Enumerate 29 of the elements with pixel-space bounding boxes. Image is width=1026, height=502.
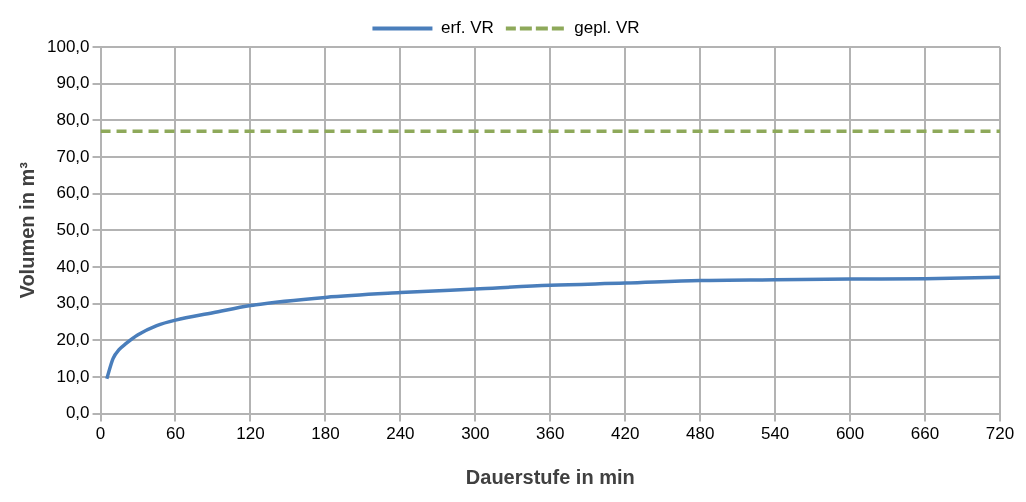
x-tick-label: 600 [835,424,865,444]
x-tick-label: 300 [461,424,490,444]
x-tick-label: 360 [536,424,565,444]
y-tick-label: 10,0 [56,366,90,386]
x-axis-title: Dauerstufe in min [465,465,635,488]
x-tick-label: 180 [311,424,340,444]
x-tick-label: 720 [985,424,1015,444]
y-tick-label: 100,0 [46,36,90,56]
y-tick-label: 0,0 [65,403,90,423]
x-tick-label: 0 [95,424,106,444]
y-axis-title: Volumen in m³ [15,161,38,299]
x-tick-label: 240 [386,424,415,444]
y-tick-label: 60,0 [56,183,90,203]
x-tick-label: 480 [685,424,715,444]
x-tick-label: 420 [611,424,640,444]
y-tick-label: 50,0 [56,219,90,239]
y-tick-label: 40,0 [56,256,90,276]
y-tick-label: 70,0 [56,146,90,166]
y-tick-label: 80,0 [56,110,90,130]
line-series [105,275,1000,381]
x-tick-label: 120 [236,424,265,444]
y-tick-label: 90,0 [56,73,90,93]
legend-label: erf. VR [440,18,494,38]
y-tick-label: 20,0 [56,329,90,349]
y-tick-label: 30,0 [56,293,90,313]
x-tick-label: 60 [166,424,185,444]
x-tick-label: 540 [760,424,790,444]
legend-label: gepl. VR [574,18,640,38]
x-tick-label: 660 [910,424,940,444]
